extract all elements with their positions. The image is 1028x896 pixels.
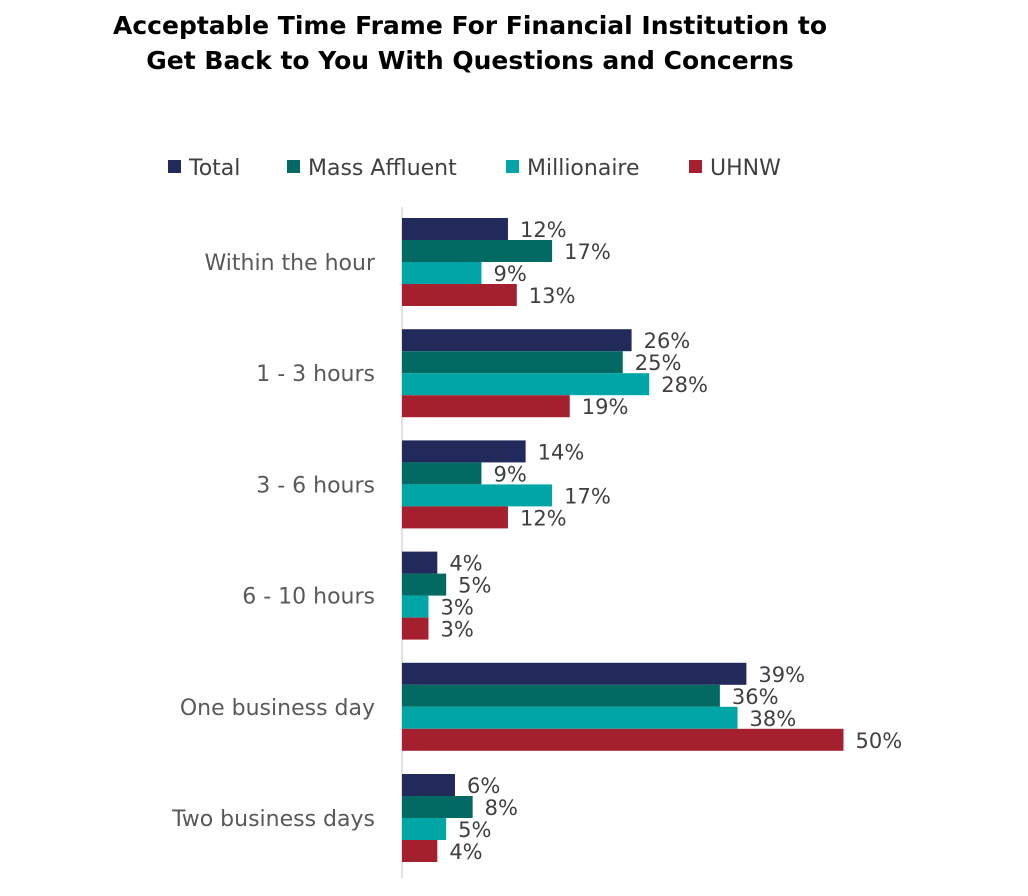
bar-total: [402, 551, 438, 574]
bar-millionaire: [402, 706, 738, 729]
legend-label-4: UHNW: [710, 156, 781, 181]
data-label: 50%: [856, 729, 903, 753]
data-label: 3%: [440, 618, 473, 642]
bar-total: [402, 329, 632, 352]
data-label: 9%: [493, 462, 526, 486]
legend-swatch-3: [506, 160, 519, 173]
legend-swatch-1: [168, 160, 181, 173]
bar-uhnw: [402, 728, 844, 751]
bar-total: [402, 440, 526, 463]
bar-mass-affluent: [402, 462, 482, 485]
bar-mass-affluent: [402, 796, 473, 818]
data-label: 19%: [582, 395, 629, 419]
bar-uhnw: [402, 284, 517, 306]
legend-label-2: Mass Affluent: [308, 156, 457, 181]
legend-swatch-4: [689, 160, 702, 173]
data-label: 6%: [467, 774, 500, 798]
data-label: 3%: [440, 596, 473, 620]
chart-title-line-2: Get Back to You With Questions and Conce…: [146, 46, 794, 75]
bar-millionaire: [402, 818, 447, 840]
chart-title-line-1: Acceptable Time Frame For Financial Inst…: [113, 11, 827, 40]
bar-uhnw: [402, 617, 429, 640]
category-label: 1 - 3 hours: [256, 362, 375, 387]
data-label: 26%: [644, 329, 691, 353]
bar-millionaire: [402, 262, 482, 284]
category-label: 3 - 6 hours: [256, 473, 375, 498]
bar-total: [402, 218, 508, 240]
bar-uhnw: [402, 506, 508, 529]
bar-uhnw: [402, 395, 570, 418]
data-label: 4%: [449, 552, 482, 576]
bar-total: [402, 662, 747, 685]
legend-label-1: Total: [188, 156, 240, 181]
data-label: 28%: [661, 373, 708, 397]
bar-mass-affluent: [402, 684, 720, 707]
data-label: 25%: [635, 351, 682, 375]
data-label: 12%: [520, 218, 567, 242]
data-label: 17%: [564, 484, 611, 508]
category-label: 6 - 10 hours: [242, 585, 375, 610]
data-label: 12%: [520, 506, 567, 530]
bar-mass-affluent: [402, 573, 447, 596]
category-label: One business day: [180, 696, 375, 721]
category-label: Within the hour: [205, 251, 376, 276]
data-label: 17%: [564, 240, 611, 264]
bar-total: [402, 774, 455, 796]
bar-millionaire: [402, 373, 650, 396]
data-label: 39%: [758, 663, 805, 687]
data-label: 5%: [458, 818, 491, 842]
bar-mass-affluent: [402, 240, 553, 262]
data-label: 5%: [458, 574, 491, 598]
data-label: 38%: [750, 707, 797, 731]
bar-millionaire: [402, 484, 553, 507]
data-label: 9%: [493, 262, 526, 286]
bar-millionaire: [402, 595, 429, 618]
data-label: 13%: [529, 284, 576, 308]
data-label: 36%: [732, 685, 779, 709]
bar-mass-affluent: [402, 351, 623, 374]
legend-swatch-2: [287, 160, 300, 173]
bar-uhnw: [402, 840, 438, 862]
data-label: 14%: [538, 440, 585, 464]
data-label: 8%: [485, 796, 518, 820]
data-label: 4%: [449, 840, 482, 864]
category-label: Two business days: [171, 807, 375, 832]
chart-title: Acceptable Time Frame For Financial Inst…: [0, 8, 940, 78]
legend-label-3: Millionaire: [527, 156, 640, 181]
